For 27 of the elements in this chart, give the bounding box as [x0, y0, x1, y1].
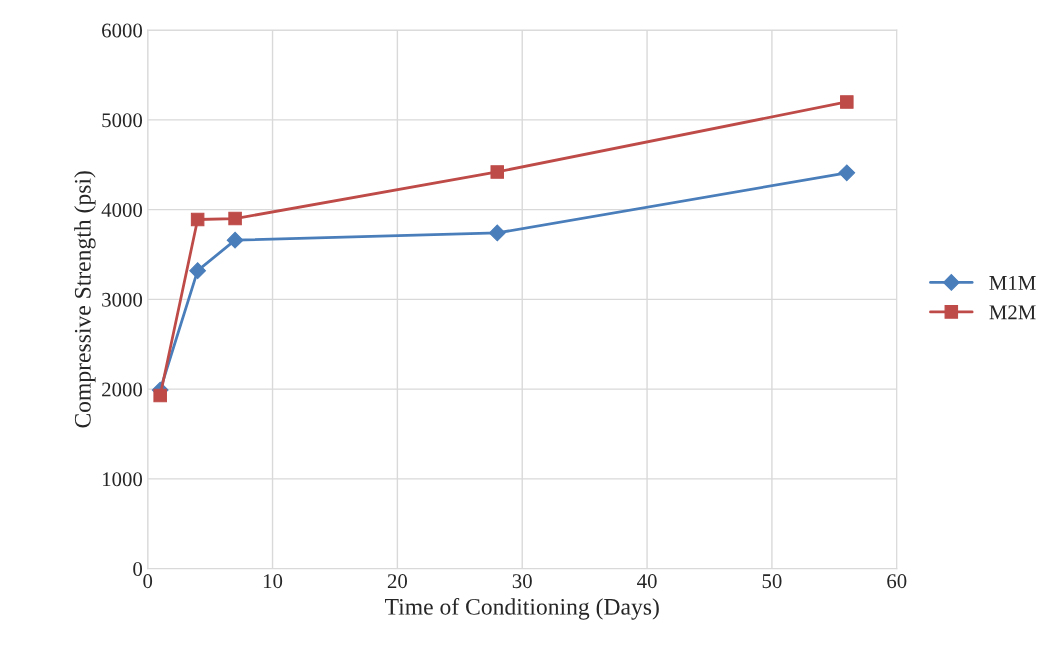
- y-tick-label: 2000: [102, 382, 143, 397]
- y-tick-label: 4000: [101, 202, 143, 218]
- y-tick-label: 1000: [103, 472, 143, 487]
- x-tick-label: 60: [887, 574, 907, 589]
- x-tick-label: 0: [143, 574, 153, 589]
- x-tick-label: 30: [512, 574, 532, 589]
- x-tick-label: 40: [637, 574, 657, 589]
- y-axis-title: Compressive Strength (psi): [74, 171, 96, 428]
- point: [838, 164, 856, 182]
- y-tick-label: 0: [133, 562, 143, 577]
- point: [226, 231, 244, 249]
- point: [228, 211, 242, 226]
- point: [490, 165, 505, 179]
- x-tick-label: 50: [762, 574, 782, 589]
- x-tick-label: 10: [263, 574, 283, 589]
- y-tick-label: 6000: [102, 23, 143, 38]
- legend-label: M1M: [989, 275, 1036, 290]
- point: [488, 224, 506, 242]
- point: [189, 262, 207, 280]
- point: [840, 95, 854, 109]
- x-axis-title: Time of Conditioning (Days): [385, 597, 659, 620]
- legend-label: M2M: [989, 305, 1036, 320]
- x-tick-label: 20: [387, 574, 408, 589]
- y-tick-label: 5000: [102, 113, 143, 128]
- y-tick-label: 3000: [102, 292, 143, 307]
- point: [153, 388, 167, 403]
- point: [190, 212, 205, 227]
